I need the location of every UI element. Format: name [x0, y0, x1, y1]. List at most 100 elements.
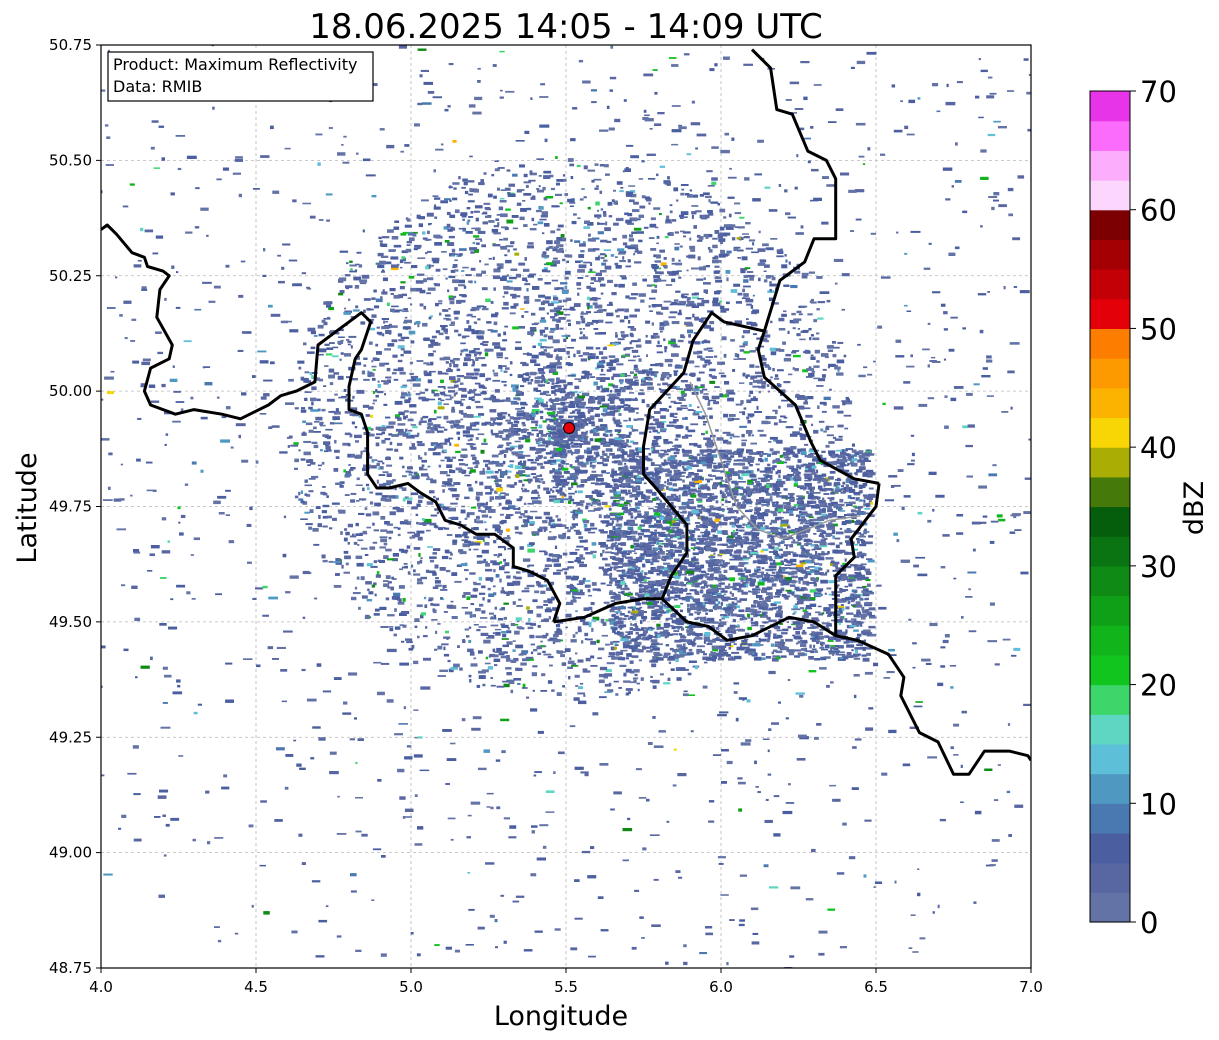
echo-pixel: [608, 406, 616, 408]
echo-pixel: [591, 424, 595, 427]
echo-pixel: [440, 325, 448, 328]
echo-pixel: [572, 596, 576, 601]
echo-pixel: [625, 631, 632, 633]
echo-pixel: [603, 309, 607, 312]
echo-pixel: [432, 552, 437, 555]
echo-pixel: [643, 381, 651, 386]
echo-pixel: [572, 591, 579, 596]
echo-pixel: [650, 374, 656, 376]
echo-pixel: [546, 381, 550, 384]
echo-pixel: [788, 261, 791, 265]
echo-pixel: [666, 424, 675, 427]
echo-pixel: [410, 564, 414, 568]
echo-pixel: [569, 464, 573, 468]
echo-pixel: [518, 470, 526, 473]
echo-pixel: [752, 242, 755, 246]
echo-pixel: [537, 342, 542, 347]
echo-pixel: [762, 243, 769, 247]
echo-pixel: [469, 188, 478, 193]
echo-pixel: [560, 418, 565, 423]
echo-pixel: [726, 250, 732, 254]
echo-pixel: [424, 452, 427, 456]
echo-pixel: [347, 343, 351, 346]
echo-pixel: [534, 405, 539, 408]
echo-pixel: [424, 388, 429, 392]
echo-pixel: [399, 624, 405, 627]
echo-pixel: [569, 551, 578, 555]
echo-pixel: [602, 412, 607, 417]
echo-pixel: [534, 379, 540, 384]
echo-pixel: [617, 406, 624, 408]
echo-pixel: [555, 515, 559, 518]
echo-pixel: [791, 351, 797, 354]
echo-pixel: [563, 449, 567, 452]
echo-pixel: [402, 384, 408, 387]
echo-pixel: [308, 459, 313, 463]
echo-pixel: [522, 277, 527, 281]
echo-pixel: [552, 468, 555, 472]
echo-pixel: [789, 544, 794, 548]
echo-pixel: [484, 662, 491, 665]
echo-pixel: [422, 237, 428, 240]
echo-pixel: [624, 245, 631, 248]
echo-pixel: [651, 371, 655, 376]
echo-pixel: [502, 472, 506, 475]
echo-pixel: [389, 627, 394, 632]
echo-pixel: [345, 398, 349, 402]
echo-pixel: [840, 451, 847, 456]
echo-pixel: [424, 604, 428, 608]
echo-pixel: [659, 408, 668, 412]
echo-pixel: [434, 283, 440, 287]
echo-pixel: [496, 352, 503, 356]
echo-pixel: [669, 374, 672, 378]
echo-pixel: [608, 508, 612, 511]
echo-pixel: [478, 576, 482, 581]
echo-pixel: [779, 393, 783, 397]
echo-pixel: [390, 587, 394, 591]
echo-pixel: [598, 542, 606, 545]
echo-pixel: [468, 541, 475, 546]
echo-pixel: [550, 385, 556, 390]
echo-pixel: [311, 375, 315, 379]
echo-pixel: [707, 310, 714, 313]
echo-pixel: [628, 359, 636, 362]
echo-pixel: [606, 662, 615, 665]
echo-pixel: [450, 553, 453, 556]
echo-pixel: [475, 496, 480, 501]
echo-pixel: [674, 425, 680, 428]
echo-pixel: [368, 591, 374, 595]
echo-pixel: [629, 398, 635, 401]
echo-pixel: [500, 189, 506, 191]
echo-pixel: [517, 683, 521, 685]
echo-pixel: [437, 397, 442, 401]
echo-pixel: [387, 343, 395, 347]
echo-pixel: [429, 559, 435, 563]
echo-pixel: [554, 469, 561, 472]
echo-pixel: [427, 546, 433, 548]
echo-pixel: [666, 393, 671, 396]
echo-pixel: [576, 423, 582, 425]
echo-pixel: [575, 400, 582, 404]
echo-pixel: [350, 268, 353, 271]
echo-pixel: [813, 492, 821, 494]
echo-pixel: [417, 578, 423, 582]
echo-pixel: [606, 369, 612, 372]
echo-pixel: [304, 493, 308, 496]
echo-pixel: [362, 404, 370, 408]
echo-pixel: [657, 431, 660, 434]
echo-pixel: [780, 587, 785, 592]
echo-pixel: [617, 542, 625, 545]
echo-pixel: [714, 290, 720, 295]
echo-pixel: [423, 635, 428, 638]
echo-pixel: [541, 374, 545, 377]
echo-pixel: [420, 614, 424, 619]
echo-pixel: [686, 323, 694, 327]
echo-pixel: [524, 488, 527, 491]
echo-pixel: [613, 201, 617, 205]
echo-pixel: [657, 616, 661, 620]
echo-pixel: [594, 332, 602, 335]
echo-pixel: [805, 376, 813, 378]
echo-pixel: [720, 651, 729, 655]
echo-pixel: [644, 196, 650, 200]
echo-pixel: [388, 421, 396, 425]
